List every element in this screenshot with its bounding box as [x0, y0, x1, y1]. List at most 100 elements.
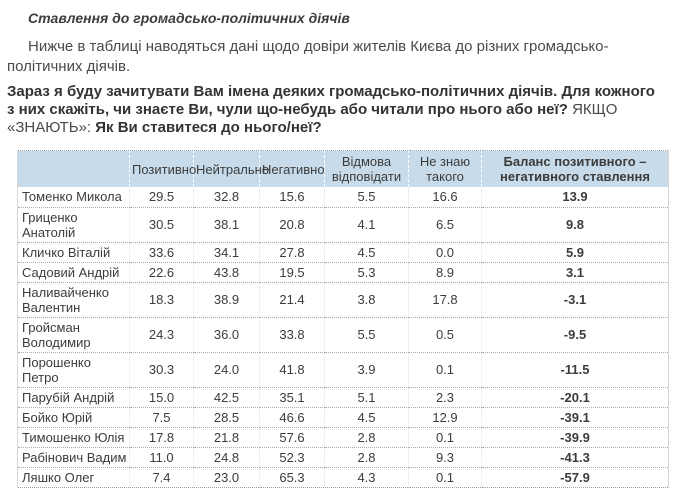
person-name: Бойко Юрій — [17, 407, 130, 428]
survey-question: Зараз я буду зачитувати Вам імена деяких… — [7, 83, 666, 137]
value-negative: 33.8 — [259, 317, 325, 353]
value-unknown: 0.1 — [408, 467, 482, 487]
question-condition: ЯКЩО «ЗНАЮТЬ»: — [7, 101, 618, 136]
value-balance: -20.1 — [481, 387, 669, 408]
value-positive: 22.6 — [129, 262, 194, 283]
value-balance: -39.9 — [481, 427, 669, 448]
value-positive: 30.3 — [129, 352, 194, 388]
person-name: Кличко Віталій — [17, 242, 130, 263]
value-refused: 4.3 — [324, 467, 409, 487]
value-balance: -57.9 — [560, 469, 590, 485]
col-header-unknown: Не знаю такого — [408, 150, 482, 187]
value-balance: 3.1 — [481, 262, 669, 283]
value-negative: 19.5 — [259, 262, 325, 283]
value-unknown: 8.9 — [408, 262, 482, 283]
value-neutral: 24.8 — [193, 447, 260, 468]
value-unknown: 0.1 — [408, 352, 482, 388]
col-header-negative: Негативно — [259, 150, 325, 187]
col-header-positive: Позитивно — [129, 150, 196, 187]
value-positive: 7.5 — [129, 407, 194, 428]
value-negative: 35.1 — [259, 387, 325, 408]
table-row: Бойко Юрій 7.5 28.5 46.6 4.5 12.9 -39.1 — [17, 407, 669, 428]
value-unknown: 16.6 — [408, 187, 482, 208]
value-balance: 9.8 — [481, 207, 669, 243]
value-unknown: 2.3 — [408, 387, 482, 408]
value-balance: -9.5 — [481, 317, 669, 353]
value-balance: 13.9 — [481, 187, 669, 208]
table-row: Садовий Андрій 22.6 43.8 19.5 5.3 8.9 3.… — [17, 262, 669, 283]
value-neutral: 34.1 — [193, 242, 260, 263]
value-unknown: 0.1 — [408, 427, 482, 448]
value-refused: 4.5 — [324, 407, 409, 428]
value-negative: 21.4 — [259, 282, 325, 318]
value-positive: 24.3 — [129, 317, 194, 353]
table-row: Рабінович Вадим 11.0 24.8 52.3 2.8 9.3 -… — [17, 447, 669, 468]
value-unknown: 12.9 — [408, 407, 482, 428]
table-row: Порошенко Петро 30.3 24.0 41.8 3.9 0.1 -… — [17, 352, 669, 388]
person-name: Наливайченко Валентин — [17, 282, 130, 318]
value-unknown: 17.8 — [408, 282, 482, 318]
value-refused: 5.5 — [324, 317, 409, 353]
table-row: Ляшко Олег 7.4 23.0 65.3 4.3 0.1 -57.9 — [17, 467, 669, 487]
value-balance: -39.1 — [481, 407, 669, 428]
value-positive: 33.6 — [129, 242, 194, 263]
value-neutral: 23.0 — [193, 467, 260, 487]
value-refused: 4.5 — [324, 242, 409, 263]
value-negative: 52.3 — [259, 447, 325, 468]
value-refused: 3.8 — [324, 282, 409, 318]
value-neutral: 42.5 — [193, 387, 260, 408]
value-positive: 29.5 — [129, 187, 194, 208]
value-unknown: 6.5 — [408, 207, 482, 243]
question-text-part1: Зараз я буду зачитувати Вам імена деяких… — [7, 83, 655, 118]
person-name: Томенко Микола — [17, 187, 130, 208]
value-neutral: 38.9 — [193, 282, 260, 318]
value-negative: 20.8 — [259, 207, 325, 243]
person-name: Гройсман Володимир — [17, 317, 130, 353]
person-name: Ляшко Олег — [17, 467, 130, 487]
value-refused: 5.5 — [324, 187, 409, 208]
table-row: Томенко Микола 29.5 32.8 15.6 5.5 16.6 1… — [17, 187, 669, 208]
value-neutral: 43.8 — [193, 262, 260, 283]
person-name: Парубій Андрій — [17, 387, 130, 408]
intro-paragraph: Нижче в таблиці наводяться дані щодо дов… — [7, 38, 609, 75]
value-balance: 5.9 — [481, 242, 669, 263]
table-row: Гриценко Анатолій 30.5 38.1 20.8 4.1 6.5… — [17, 207, 669, 243]
value-neutral: 32.8 — [193, 187, 260, 208]
value-unknown: 9.3 — [408, 447, 482, 468]
value-refused: 2.8 — [324, 427, 409, 448]
value-neutral: 24.0 — [193, 352, 260, 388]
value-neutral: 36.0 — [193, 317, 260, 353]
value-positive: 15.0 — [129, 387, 194, 408]
value-balance: -11.5 — [481, 352, 669, 388]
attitudes-table: Позитивно Нейтрально Негативно Відмова в… — [17, 150, 669, 488]
value-neutral: 21.8 — [193, 427, 260, 448]
value-balance: -41.3 — [481, 447, 669, 468]
col-header-name — [17, 150, 130, 187]
table-row: Наливайченко Валентин 18.3 38.9 21.4 3.8… — [17, 282, 669, 318]
person-name: Гриценко Анатолій — [17, 207, 130, 243]
table-row: Тимошенко Юлія 17.8 21.8 57.6 2.8 0.1 -3… — [17, 427, 669, 448]
col-header-neutral: Нейтрально — [193, 150, 269, 187]
value-refused: 3.9 — [324, 352, 409, 388]
value-refused: 5.3 — [324, 262, 409, 283]
value-unknown: 0.0 — [408, 242, 482, 263]
value-negative: 65.3 — [259, 467, 325, 487]
value-balance: -3.1 — [481, 282, 669, 318]
person-name: Рабінович Вадим — [17, 447, 130, 468]
person-name: Садовий Андрій — [17, 262, 130, 283]
value-neutral: 28.5 — [193, 407, 260, 428]
value-negative: 41.8 — [259, 352, 325, 388]
value-positive: 11.0 — [129, 447, 194, 468]
value-unknown: 0.5 — [408, 317, 482, 353]
value-positive: 30.5 — [129, 207, 194, 243]
value-refused: 4.1 — [324, 207, 409, 243]
value-negative: 27.8 — [259, 242, 325, 263]
person-name: Порошенко Петро — [17, 352, 130, 388]
value-negative: 15.6 — [259, 187, 325, 208]
table-row: Кличко Віталій 33.6 34.1 27.8 4.5 0.0 5.… — [17, 242, 669, 263]
value-negative: 46.6 — [259, 407, 325, 428]
value-positive: 17.8 — [129, 427, 194, 448]
value-negative: 57.6 — [259, 427, 325, 448]
person-name: Тимошенко Юлія — [17, 427, 130, 448]
